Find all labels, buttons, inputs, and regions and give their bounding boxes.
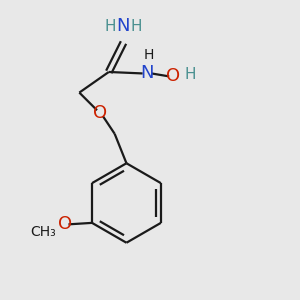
Text: N: N	[140, 64, 154, 82]
Text: H: H	[104, 19, 116, 34]
Text: H: H	[184, 68, 196, 82]
Text: H: H	[143, 48, 154, 62]
Text: O: O	[93, 104, 107, 122]
Text: CH₃: CH₃	[31, 225, 56, 239]
Text: O: O	[58, 215, 73, 233]
Text: H: H	[131, 19, 142, 34]
Text: O: O	[167, 68, 181, 85]
Text: N: N	[117, 17, 130, 35]
